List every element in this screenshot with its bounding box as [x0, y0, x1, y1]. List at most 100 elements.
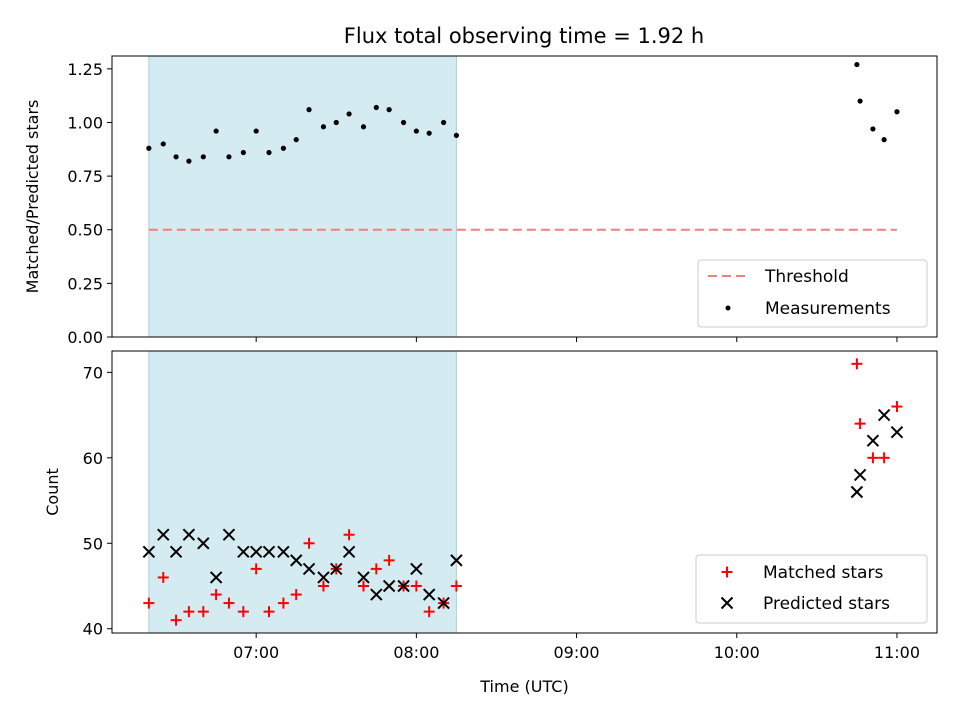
measurement-point: [306, 107, 312, 113]
measurement-point: [186, 158, 192, 164]
x-tick-label: 08:00: [393, 643, 439, 662]
measurement-point: [173, 154, 179, 160]
matched-star-point: [250, 563, 262, 575]
measurement-point: [426, 130, 432, 136]
x-tick-label: 10:00: [714, 643, 760, 662]
predicted-star-point: [197, 537, 210, 550]
matched-star-point: [383, 554, 395, 566]
measurement-point: [360, 124, 367, 130]
legend-predicted-label: Predicted stars: [763, 594, 890, 614]
predicted-star-point: [262, 545, 276, 559]
predicted-star-point: [302, 562, 316, 576]
legend-measurements-swatch: [725, 305, 731, 311]
predicted-star-point: [277, 545, 290, 559]
predicted-star-point: [169, 545, 183, 559]
measurement-point: [160, 141, 166, 147]
bottom-axes-frame: [111, 350, 938, 634]
bottom-y-tick-label: 50: [83, 534, 103, 553]
x-tick-label: 07:00: [233, 643, 279, 662]
count-panel: 40 50 60 70 07:00 08:00 09:00 10:00 11:00 Count…: [43, 350, 938, 696]
top-y-ticks: 0.00 0.25 0.50 0.75 1.00 1.25: [67, 60, 112, 347]
predicted-star-point: [450, 554, 463, 567]
matched-star-point: [423, 606, 435, 618]
matched-star-point: [143, 597, 155, 609]
measurement-point: [881, 137, 887, 143]
predicted-star-point: [410, 562, 423, 576]
matched-star-point: [183, 606, 195, 618]
measurement-point: [333, 119, 339, 126]
predicted-star-point: [342, 545, 356, 559]
matched-star-point: [170, 614, 182, 626]
top-y-tick-label: 0.25: [67, 274, 103, 293]
chart-title: Flux total observing time = 1.92 h: [344, 24, 704, 48]
measurement-point: [400, 119, 407, 126]
matched-star-point: [878, 452, 890, 464]
bottom-y-axis-label: Count: [43, 468, 62, 516]
matched-star-point: [223, 597, 235, 609]
measurement-point: [453, 132, 460, 138]
matched-star-point: [290, 589, 302, 601]
predicted-star-point: [317, 571, 330, 584]
bottom-legend-box: [695, 554, 928, 624]
x-tick-label: 11:00: [874, 643, 920, 662]
matched-star-point: [303, 537, 315, 549]
x-axis-label: Time (UTC): [479, 677, 568, 696]
measurement-points: [146, 61, 900, 164]
matched-star-point: [277, 597, 289, 609]
matched-star-point: [370, 563, 382, 575]
top-y-axis-label: Matched/Predicted stars: [23, 100, 42, 294]
measurement-point: [266, 149, 272, 156]
predicted-star-point: [397, 579, 410, 593]
predicted-star-point: [890, 425, 904, 439]
measurement-point: [320, 124, 327, 130]
matched-star-point: [851, 358, 863, 370]
measurement-point: [441, 119, 447, 126]
legend-measurements-label: Measurements: [765, 299, 891, 319]
measurement-point: [373, 104, 379, 111]
predicted-star-point: [850, 485, 864, 499]
predicted-star-point: [209, 571, 223, 584]
bottom-y-ticks: 40 50 60 70: [83, 363, 112, 639]
legend-predicted-swatch: [720, 596, 734, 610]
top-shaded-interval: [148, 55, 457, 338]
predicted-star-point: [437, 596, 450, 610]
top-y-tick-label: 0.00: [67, 328, 103, 347]
matched-star-point: [358, 580, 370, 592]
measurement-point: [240, 149, 246, 156]
ratio-panel: 0.00 0.25 0.50 0.75 1.00 1.25 Matched/Predict…: [23, 55, 938, 347]
measurement-point: [346, 111, 352, 117]
measurement-point: [226, 154, 232, 160]
legend-matched-label: Matched stars: [763, 563, 883, 583]
bottom-y-tick-label: 60: [83, 449, 103, 468]
measurement-point: [146, 145, 152, 151]
predicted-star-point: [237, 545, 250, 559]
predicted-star-point: [382, 579, 396, 593]
measurement-point: [854, 61, 860, 68]
top-legend: Threshold Measurements: [697, 259, 928, 328]
predicted-star-point: [357, 571, 370, 584]
top-x-ticks: [255, 337, 898, 342]
legend-predicted-marker: [720, 596, 734, 610]
predicted-star-point: [142, 545, 156, 559]
legend-matched-swatch: [721, 566, 733, 578]
predicted-star-point: [370, 588, 383, 601]
predicted-star-point: [222, 528, 236, 541]
top-y-tick-label: 1.25: [67, 60, 103, 79]
matched-star-point: [197, 606, 209, 618]
legend-matched-marker: [721, 566, 733, 578]
measurement-point: [870, 126, 876, 132]
measurement-point: [213, 128, 219, 134]
matched-star-point: [317, 580, 329, 592]
predicted-star-point: [249, 545, 263, 559]
matched-star-point: [157, 571, 169, 583]
matched-star-point: [237, 606, 249, 618]
top-y-tick-label: 0.50: [67, 221, 103, 240]
bottom-y-tick-label: 40: [83, 620, 103, 639]
matched-star-point: [410, 580, 422, 592]
legend-threshold-label: Threshold: [764, 267, 849, 287]
measurement-point: [253, 128, 259, 134]
predicted-star-point: [182, 528, 196, 541]
matched-star-point: [450, 580, 462, 592]
top-y-tick-label: 0.75: [67, 167, 103, 186]
